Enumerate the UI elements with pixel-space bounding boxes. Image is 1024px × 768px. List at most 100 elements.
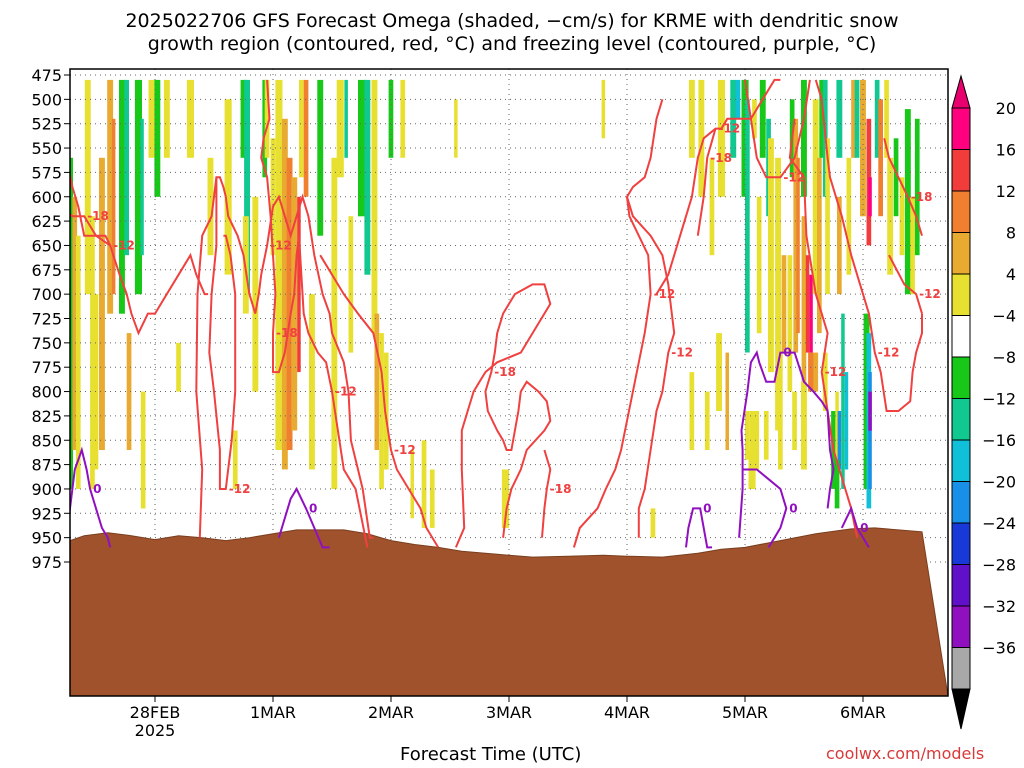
dgz-contour — [260, 79, 300, 374]
omega-cell — [809, 274, 813, 353]
omega-cell — [379, 333, 384, 489]
y-tick-label: 525 — [31, 115, 62, 134]
omega-cell — [801, 216, 807, 382]
freezing-contour-label: 0 — [860, 521, 868, 535]
colorbar-swatch — [951, 149, 971, 192]
colorbar-label: 20 — [996, 99, 1016, 118]
omega-cell — [893, 138, 899, 217]
omega-cell — [716, 333, 722, 411]
freezing-contour-label: 0 — [93, 482, 101, 496]
x-tick-label: 3MAR — [486, 703, 532, 722]
omega-cell — [792, 391, 797, 450]
omega-cell — [383, 352, 389, 470]
dgz-contour — [883, 138, 923, 236]
freezing-contour — [685, 507, 712, 549]
omega-cell — [796, 157, 800, 334]
freezing-contour — [742, 468, 788, 548]
omega-cell — [763, 411, 769, 460]
omega-cell — [331, 157, 338, 490]
y-tick-label: 975 — [31, 553, 62, 572]
dgz-contour-label: -18 — [87, 209, 109, 223]
omega-cell — [303, 79, 309, 197]
y-tick-label: 725 — [31, 310, 62, 329]
dgz-contour — [696, 128, 717, 236]
y-tick-label: 475 — [31, 66, 62, 85]
omega-cell — [93, 294, 99, 470]
y-tick-label: 925 — [31, 504, 62, 523]
freezing-contour — [70, 446, 112, 548]
omega-cell — [119, 79, 125, 314]
omega-cell — [717, 79, 725, 197]
omega-cell — [878, 99, 883, 217]
omega-cell — [688, 79, 695, 158]
dgz-contour-label: -12 — [919, 287, 941, 301]
omega-cell — [836, 79, 843, 158]
omega-cell — [299, 79, 304, 178]
omega-cell — [887, 157, 894, 275]
omega-cell — [725, 352, 729, 450]
omega-cell — [275, 79, 283, 451]
dgz-contour-label: -12 — [335, 385, 357, 399]
omega-cell — [899, 177, 905, 256]
colorbar-label: −16 — [982, 431, 1016, 450]
omega-cell — [75, 235, 81, 489]
dgz-contour — [195, 176, 374, 539]
dgz-contour — [888, 254, 923, 314]
colorbar-label: −32 — [982, 597, 1016, 616]
omega-cell — [825, 138, 830, 295]
dgz-contour-label: -12 — [825, 365, 847, 379]
colorbar-label: 4 — [1006, 265, 1016, 284]
omega-cell — [317, 79, 324, 236]
colorbar-label: 8 — [1006, 224, 1016, 243]
colorbar-swatch — [951, 273, 971, 316]
colorbar-label: 12 — [996, 182, 1016, 201]
colorbar-bottom-arrow — [951, 688, 971, 730]
x-tick-label: 6MAR — [840, 703, 886, 722]
omega-cell — [775, 157, 781, 431]
omega-cell — [281, 118, 288, 470]
colorbar-label: −12 — [982, 390, 1016, 409]
colorbar: 20 16 12 8 4 −4 −8 −12 −16 −20 −24 −28 −32 −36 — [951, 74, 1016, 730]
omega-cell — [914, 118, 920, 256]
terrain-surface — [70, 527, 948, 696]
credit-link[interactable]: coolwx.com/models — [826, 744, 985, 763]
y-tick-label: 575 — [31, 163, 62, 182]
omega-cell — [749, 411, 760, 470]
x-tick-label: 2MAR — [368, 703, 414, 722]
omega-cell — [835, 391, 839, 470]
freezing-contour — [277, 486, 330, 549]
omega-cell — [834, 459, 840, 509]
y-tick-label: 750 — [31, 334, 62, 353]
colorbar-label: −20 — [982, 473, 1016, 492]
omega-cell — [140, 118, 144, 256]
omega-cell — [358, 79, 366, 217]
omega-cell — [904, 109, 911, 295]
colorbar-swatch — [951, 356, 971, 399]
freezing-contour-label: 0 — [789, 501, 797, 515]
omega-cell — [140, 391, 146, 509]
omega-cell — [90, 216, 95, 489]
dgz-contour-label: -18 — [494, 365, 516, 379]
freezing-contour-label: 0 — [703, 501, 711, 515]
omega-cell — [344, 79, 348, 158]
dgz-contour-label: -12 — [394, 443, 416, 457]
omega-cell — [860, 79, 866, 217]
colorbar-swatch — [951, 605, 971, 648]
omega-cell — [650, 508, 656, 538]
dgz-contour-label: -18 — [550, 482, 572, 496]
omega-cell — [240, 79, 247, 158]
colorbar-label: −8 — [992, 348, 1016, 367]
dgz-contour-label: -12 — [270, 238, 292, 252]
colorbar-swatch — [951, 647, 971, 690]
omega-cell — [793, 118, 799, 353]
chart-title-line-2: growth region (contoured, red, °C) and f… — [147, 33, 877, 55]
dgz-contour — [319, 254, 440, 548]
omega-cell — [854, 79, 860, 158]
omega-cell — [291, 177, 298, 431]
dgz-contour — [572, 99, 664, 548]
colorbar-swatch — [951, 315, 971, 358]
colorbar-label: −36 — [982, 639, 1016, 658]
dgz-contour-label: -18 — [911, 190, 933, 204]
omega-cell — [388, 79, 394, 158]
omega-cell — [868, 391, 872, 431]
